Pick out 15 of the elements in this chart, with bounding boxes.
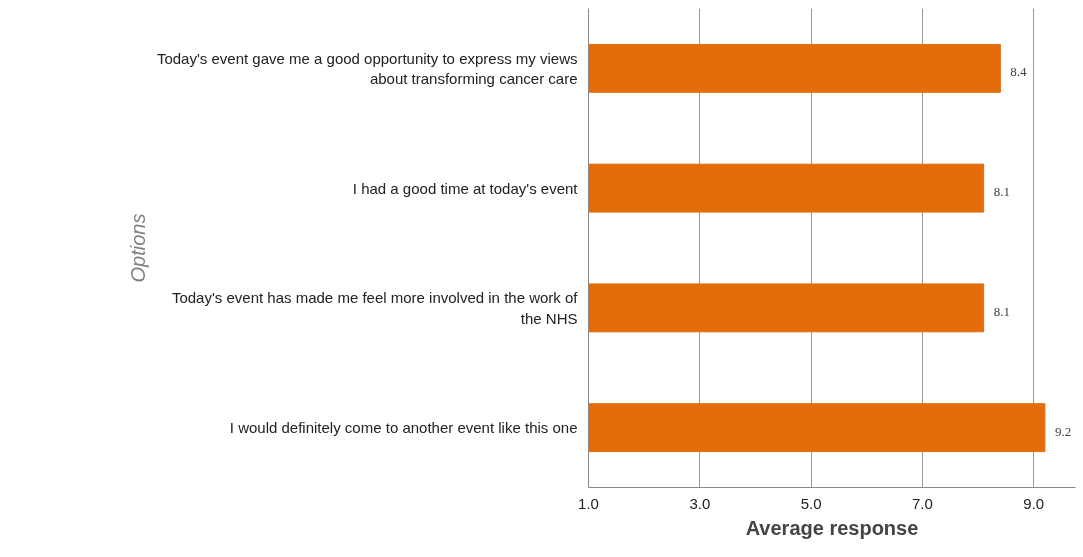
x-tick-label: 3.0 xyxy=(689,494,711,512)
x-tick-label: 5.0 xyxy=(800,494,822,512)
y-tick-label: I would definitely come to another event like this one xyxy=(229,419,578,437)
data-label: 8.1 xyxy=(993,303,1010,319)
x-tick-label: 9.0 xyxy=(1023,494,1045,512)
data-label: 9.2 xyxy=(1054,423,1072,439)
y-tick-label: Today's event gave me a good opportunity to express my views about transforming cancer care xyxy=(156,49,578,88)
y-axis-title: Options xyxy=(126,213,149,283)
data-label: 8.4 xyxy=(1010,64,1028,80)
x-tick-label: 1.0 xyxy=(578,494,599,512)
y-tick-label: I had a good time at today's event xyxy=(352,179,579,197)
x-tick-label: 7.0 xyxy=(912,494,933,512)
y-tick-label: Today's event has made me feel more involved in the work of the NHS xyxy=(171,289,579,327)
data-label: 8.1 xyxy=(993,184,1010,200)
x-axis-title: Average response xyxy=(745,516,919,539)
